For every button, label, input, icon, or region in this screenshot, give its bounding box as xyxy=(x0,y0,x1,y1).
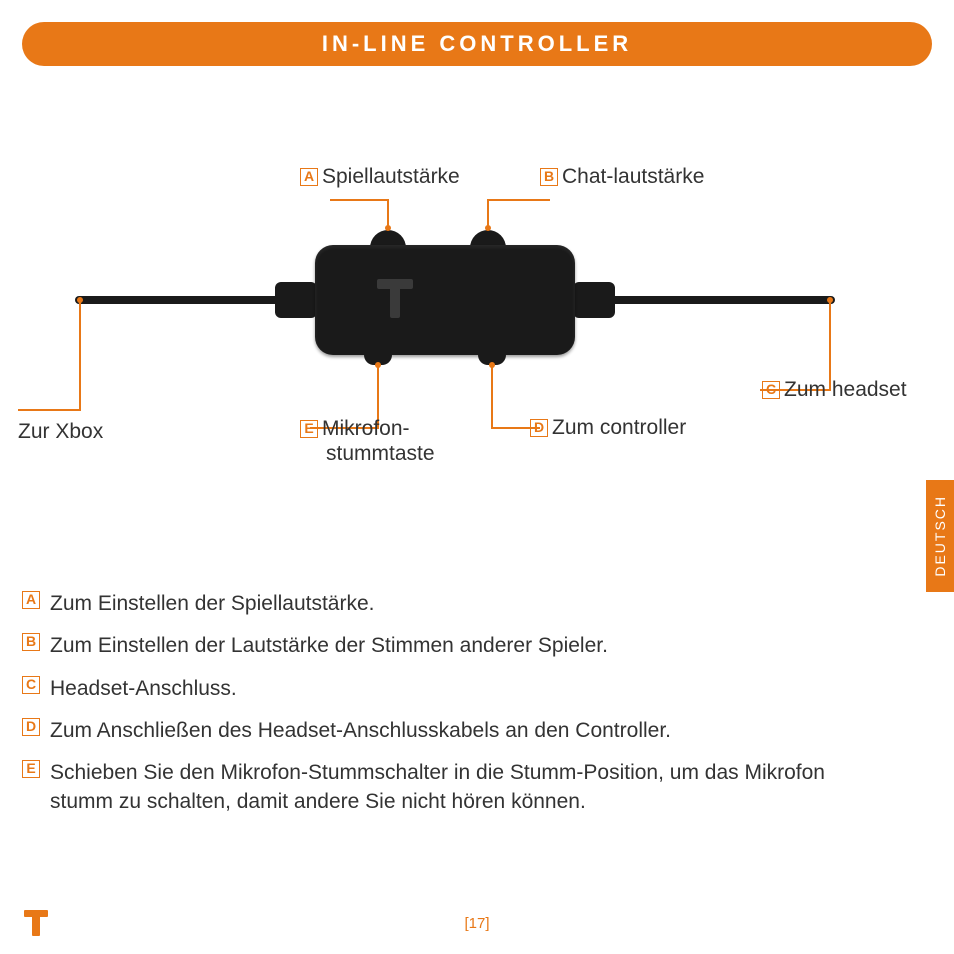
language-tab-text: DEUTSCH xyxy=(932,495,948,577)
desc-text: Zum Anschließen des Headset-Anschlusskab… xyxy=(50,717,884,745)
label-xbox: Zur Xbox xyxy=(18,420,103,444)
label-a-text: Spiellautstärke xyxy=(322,165,460,188)
marker-a: A xyxy=(300,168,318,186)
label-e-text2: stummtaste xyxy=(326,442,435,465)
language-tab: DEUTSCH xyxy=(926,480,954,592)
label-b-text: Chat-lautstärke xyxy=(562,165,704,188)
desc-text: Zum Einstellen der Lautstärke der Stimme… xyxy=(50,632,884,660)
desc-marker: D xyxy=(22,718,40,736)
desc-marker: B xyxy=(22,633,40,651)
label-d: DZum controller xyxy=(530,416,686,440)
desc-text: Headset-Anschluss. xyxy=(50,675,884,703)
desc-marker: C xyxy=(22,676,40,694)
marker-e: E xyxy=(300,420,318,438)
description-row: E Schieben Sie den Mikrofon-Stummschalte… xyxy=(22,759,884,816)
description-list: A Zum Einstellen der Spiellautstärke. B … xyxy=(22,590,884,830)
description-row: D Zum Anschließen des Headset-Anschlussk… xyxy=(22,717,884,745)
label-d-text: Zum controller xyxy=(552,416,686,439)
controller-jack xyxy=(478,353,506,365)
label-e: EMikrofon- stummtaste xyxy=(300,416,435,466)
description-row: A Zum Einstellen der Spiellautstärke. xyxy=(22,590,884,618)
cable-right-plug xyxy=(573,282,615,318)
mute-switch xyxy=(364,353,392,365)
desc-marker: A xyxy=(22,591,40,609)
controller-diagram: ASpiellautstärke BChat-lautstärke Zur Xb… xyxy=(0,160,954,500)
controller-body xyxy=(315,245,575,355)
description-row: C Headset-Anschluss. xyxy=(22,675,884,703)
label-b: BChat-lautstärke xyxy=(540,165,704,189)
label-c-text: Zum headset xyxy=(784,378,907,401)
page-title: IN-LINE CONTROLLER xyxy=(322,31,632,57)
desc-text: Schieben Sie den Mikrofon-Stummschalter … xyxy=(50,759,884,816)
description-row: B Zum Einstellen der Lautstärke der Stim… xyxy=(22,632,884,660)
brand-logo-icon xyxy=(24,910,50,936)
desc-text: Zum Einstellen der Spiellautstärke. xyxy=(50,590,884,618)
marker-d: D xyxy=(530,419,548,437)
label-e-text1: Mikrofon- xyxy=(322,417,410,440)
label-c: CZum headset xyxy=(762,378,907,402)
cable-left-plug xyxy=(275,282,317,318)
label-a: ASpiellautstärke xyxy=(300,165,460,189)
controller-logo-icon xyxy=(370,275,420,325)
desc-marker: E xyxy=(22,760,40,778)
marker-c: C xyxy=(762,381,780,399)
header-bar: IN-LINE CONTROLLER xyxy=(22,22,932,66)
page-number: [17] xyxy=(0,915,954,932)
marker-b: B xyxy=(540,168,558,186)
